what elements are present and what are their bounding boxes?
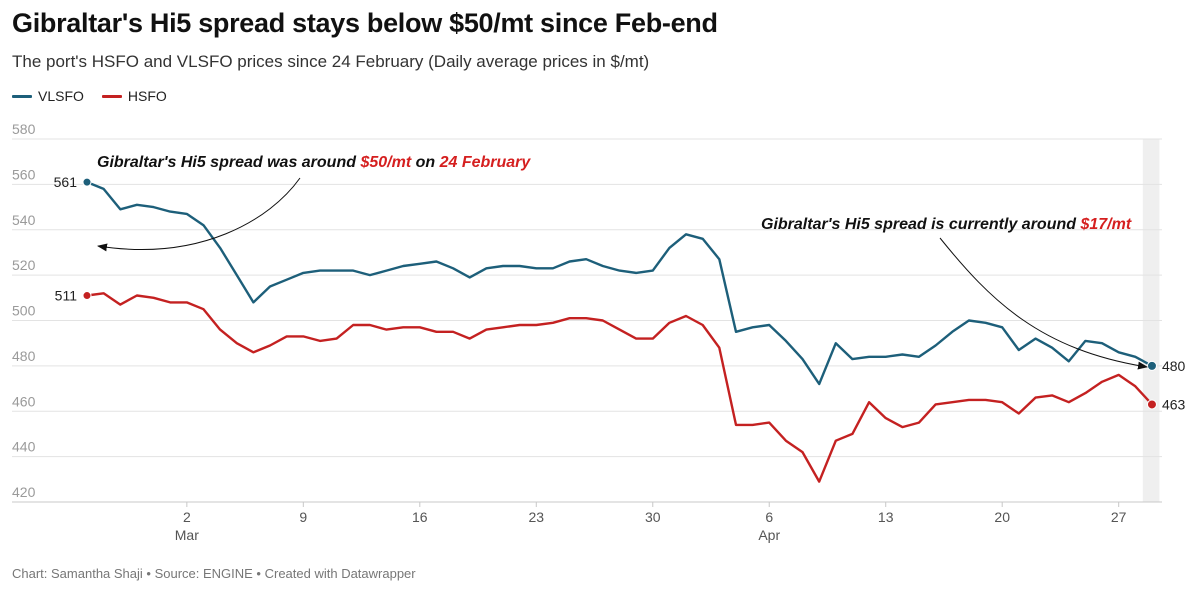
- x-tick-label: 27: [1111, 509, 1127, 525]
- legend-label-hsfo: HSFO: [127, 88, 167, 104]
- series-line-hsfo: [85, 292, 1154, 483]
- y-tick-label: 560: [12, 166, 36, 182]
- series-lines: [85, 180, 1154, 483]
- x-tick-month-label: Apr: [758, 527, 780, 543]
- x-tick-label: 13: [878, 509, 894, 525]
- x-tick-label: 30: [645, 509, 661, 525]
- start-label-vlsfo: 561: [54, 174, 78, 190]
- y-tick-label: 540: [12, 212, 36, 228]
- y-tick-label: 520: [12, 257, 36, 273]
- x-tick-label: 16: [412, 509, 428, 525]
- annotation-arrow-second: [939, 237, 1148, 370]
- y-tick-label: 500: [12, 303, 36, 319]
- y-axis-ticks: 420 440 460 480 500 520 540 560 580: [12, 121, 36, 500]
- start-point-hsfo: [82, 291, 92, 301]
- series-line-vlsfo: [85, 180, 1154, 386]
- x-tick-month-label: Mar: [175, 527, 199, 543]
- x-axis-ticks: 2 Mar 9 16 23 30 6 Apr 13 20 27: [175, 502, 1127, 543]
- y-tick-label: 580: [12, 121, 36, 137]
- legend-swatch-hsfo: [101, 94, 122, 98]
- legend-swatch-vlsfo: [12, 94, 32, 98]
- legend-label-vlsfo: VLSFO: [38, 88, 84, 104]
- annotation-first: Gibraltar's Hi5 spread was around $50/mt…: [97, 154, 531, 171]
- end-point-vlsfo: [1146, 360, 1157, 371]
- y-tick-label: 420: [12, 484, 36, 500]
- x-tick-label: 6: [765, 509, 773, 525]
- y-tick-label: 460: [12, 393, 36, 409]
- start-point-vlsfo: [82, 177, 92, 187]
- y-tick-label: 480: [12, 348, 36, 364]
- x-tick-label: 23: [528, 509, 544, 525]
- x-tick-label: 9: [299, 509, 307, 525]
- legend: VLSFO HSFO: [12, 88, 167, 104]
- legend-item-hsfo: HSFO: [101, 88, 167, 104]
- x-tick-label: 20: [994, 509, 1010, 525]
- annotation-arrow-first: [97, 177, 301, 252]
- endpoint-markers: 561 480 511 463: [54, 174, 1186, 412]
- start-label-hsfo: 511: [55, 288, 78, 304]
- chart-footer: Chart: Samantha Shaji • Source: ENGINE •…: [12, 566, 416, 581]
- x-tick-label: 2: [183, 509, 191, 525]
- legend-item-vlsfo: VLSFO: [12, 88, 84, 104]
- end-label-vlsfo: 480: [1162, 358, 1186, 374]
- end-label-hsfo: 463: [1162, 396, 1186, 412]
- end-point-hsfo: [1146, 399, 1157, 410]
- annotation-second: Gibraltar's Hi5 spread is currently arou…: [761, 216, 1132, 233]
- y-tick-label: 440: [12, 439, 36, 455]
- gridlines: [12, 138, 1162, 503]
- chart-title: Gibraltar's Hi5 spread stays below $50/m…: [12, 8, 718, 38]
- chart-subtitle: The port's HSFO and VLSFO prices since 2…: [12, 52, 650, 71]
